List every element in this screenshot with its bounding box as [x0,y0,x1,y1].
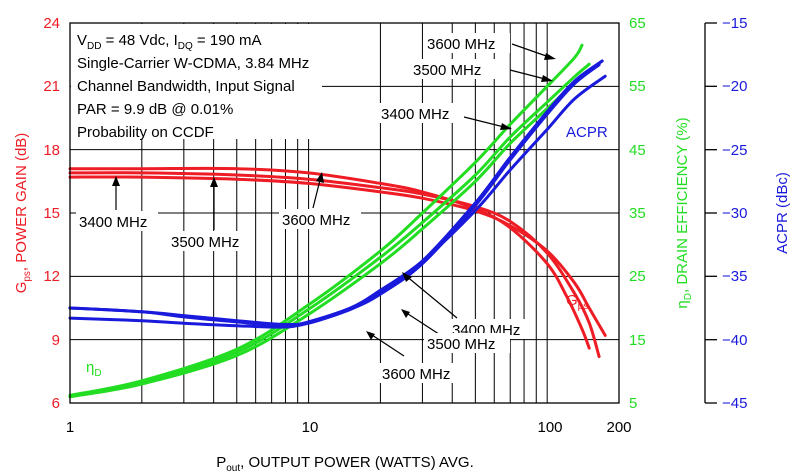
eff-3600-label: 3600 MHz [427,36,495,53]
series-line-acpr-3500-mhz [68,63,601,328]
left-tick: 6 [52,395,60,412]
acpr-curve-label: ACPR [566,124,608,141]
left-axis-title: Gps, POWER GAIN (dB) [13,133,33,294]
acpr-tick: −30 [722,205,747,222]
condition-line-2: Single-Carrier W-CDMA, 3.84 MHz [77,55,309,72]
gain-3500-label: 3500 MHz [171,234,239,251]
x-axis: 1 10 100 200 [66,419,632,436]
annotation-arrowheads [112,53,556,340]
efficiency-tick: 55 [629,78,646,95]
acpr-axis: −15 −20 −25 −30 −35 −40 −45 [704,15,747,412]
efficiency-tick: 25 [629,268,646,285]
efficiency-tick: 45 [629,142,646,159]
gain-3400-label: 3400 MHz [79,214,147,231]
efficiency-tick: 65 [629,15,646,32]
conditions-box: VDD = 48 Vdc, IDQ = 190 mA Single-Carrie… [71,24,322,141]
acpr-3500-label: 3500 MHz [427,336,495,353]
left-tick: 18 [43,142,60,159]
left-tick: 9 [52,332,60,349]
series-line--d-3600-mhz [68,43,584,397]
efficiency-tick: 5 [629,395,637,412]
gps-curve-label: Gps [566,292,588,312]
x-tick: 200 [606,419,631,436]
series-line-gps-3600-mhz [68,166,591,350]
efficiency-tick: 15 [629,332,646,349]
acpr-tick: −25 [722,142,747,159]
plot-frame [69,22,620,404]
x-tick: 10 [302,419,319,436]
left-tick: 24 [43,15,60,32]
efficiency-axis-title: ηD, DRAIN EFFICIENCY (%) [674,117,694,308]
left-tick: 15 [43,205,60,222]
left-tick: 21 [43,78,60,95]
annotation-labels: 3400 MHz 3500 MHz 3600 MHz 3600 MHz 3500… [76,33,535,383]
left-tick: 12 [43,268,60,285]
x-axis-title: Pout, OUTPUT POWER (WATTS) AVG. [216,454,474,474]
condition-line-5: Probability on CCDF [77,124,214,141]
efficiency-tick: 35 [629,205,646,222]
acpr-tick: −35 [722,268,747,285]
gain-3600-label: 3600 MHz [282,212,350,229]
series-line-gps-3400-mhz [68,175,607,337]
acpr-tick: −45 [722,395,747,412]
acpr-tick: −40 [722,332,747,349]
left-axis: 6 9 12 15 18 21 24 [43,15,60,412]
condition-line-4: PAR = 9.9 dB @ 0.01% [77,101,233,118]
acpr-axis-title: ACPR (dBc) [774,172,791,254]
condition-line-1: VDD = 48 Vdc, IDQ = 190 mA [77,32,262,52]
efficiency-axis: 5 15 25 35 45 55 65 [629,15,646,412]
acpr-3600-label: 3600 MHz [382,366,450,383]
condition-line-3: Channel Bandwidth, Input Signal [77,78,295,95]
acpr-tick: −20 [722,78,747,95]
x-tick: 100 [537,419,562,436]
acpr-tick: −15 [722,15,747,32]
eff-3500-label: 3500 MHz [413,62,481,79]
series-layer [68,43,607,399]
x-tick: 1 [66,419,74,436]
series-line-acpr-3600-mhz [68,74,607,329]
eff-3400-label: 3400 MHz [381,106,449,123]
series-line--d-3500-mhz [68,62,591,399]
eta-curve-label: ηD [86,359,102,379]
